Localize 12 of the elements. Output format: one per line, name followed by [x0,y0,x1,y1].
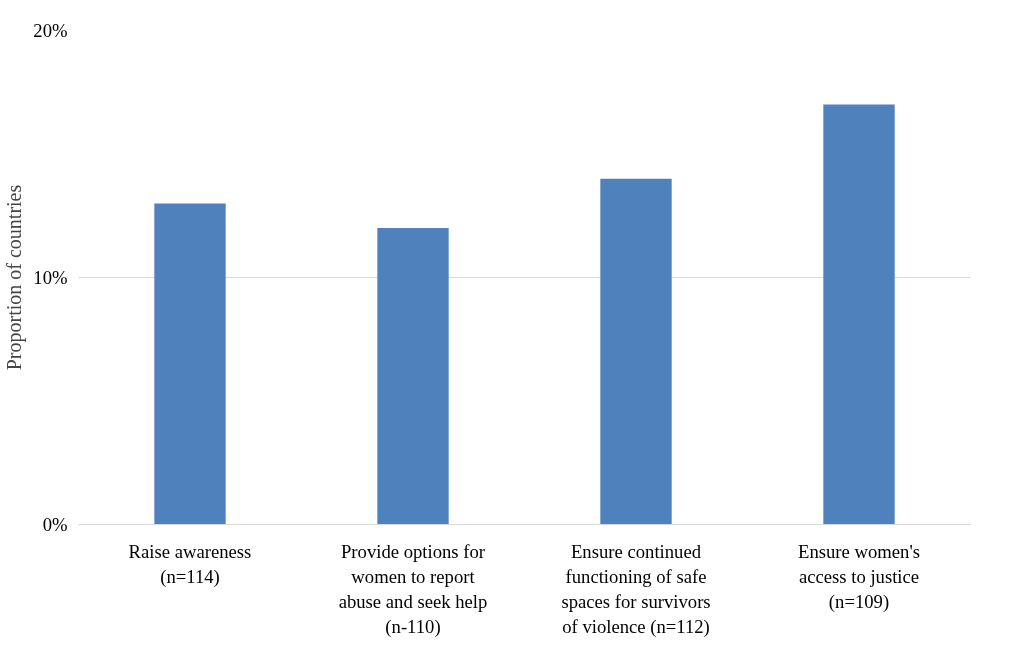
bar [154,203,226,525]
y-tick-label: 0% [42,514,68,535]
bar [377,228,449,525]
y-tick-label: 20% [33,20,68,41]
y-tick-label: 10% [33,267,68,288]
x-tick-label: Provide options for women to report abuse and seek help (n-110) [338,540,488,639]
x-tick-label: Raise awareness (n=114) [128,540,252,588]
x-tick-label: Ensure continued functioning of safe spaces for survivors of violence (n=112) [561,540,711,639]
bar [600,178,672,525]
bar [823,104,895,525]
y-axis-title: Proportion of countries [3,184,27,371]
x-tick-label: Ensure women's access to justice (n=109) [797,540,921,613]
